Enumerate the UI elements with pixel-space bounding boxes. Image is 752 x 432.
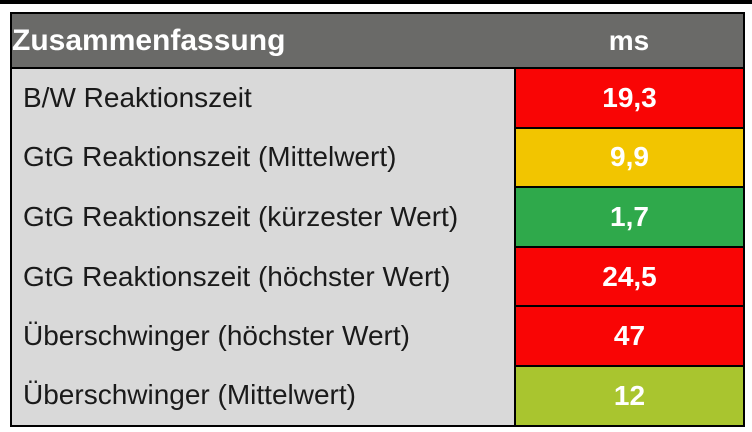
- table-row: Überschwinger (höchster Wert) 47: [11, 305, 745, 367]
- table-body: B/W Reaktionszeit 19,3 GtG Reaktionszeit (…: [11, 67, 745, 427]
- row-value: 47: [514, 305, 745, 367]
- row-value: 24,5: [514, 245, 745, 308]
- row-label: Überschwinger (Mittelwert): [11, 365, 515, 426]
- row-value: 9,9: [514, 126, 745, 189]
- table-row: GtG Reaktionszeit (höchster Wert) 24,5: [11, 245, 745, 308]
- summary-table: Zusammenfassung ms B/W Reaktionszeit 19,3…: [10, 12, 745, 427]
- top-border-line: [0, 0, 752, 4]
- row-value: 19,3: [514, 67, 745, 129]
- table-row: Überschwinger (Mittelwert) 12: [11, 364, 745, 427]
- table-header: Zusammenfassung ms: [11, 13, 744, 69]
- row-label: GtG Reaktionszeit (Mittelwert): [11, 127, 515, 188]
- row-label: B/W Reaktionszeit: [11, 68, 515, 128]
- row-label: GtG Reaktionszeit (kürzester Wert): [11, 187, 515, 247]
- row-label: Überschwinger (höchster Wert): [11, 306, 515, 366]
- table-row: GtG Reaktionszeit (kürzester Wert) 1,7: [11, 186, 745, 248]
- row-label: GtG Reaktionszeit (höchster Wert): [11, 246, 515, 307]
- row-value: 12: [514, 364, 745, 427]
- header-row: Zusammenfassung ms: [11, 13, 744, 69]
- table-row: GtG Reaktionszeit (Mittelwert) 9,9: [11, 126, 745, 189]
- unit-column-header: ms: [515, 13, 744, 69]
- table-row: B/W Reaktionszeit 19,3: [11, 67, 745, 129]
- table-title: Zusammenfassung: [11, 13, 515, 69]
- row-value: 1,7: [514, 186, 745, 248]
